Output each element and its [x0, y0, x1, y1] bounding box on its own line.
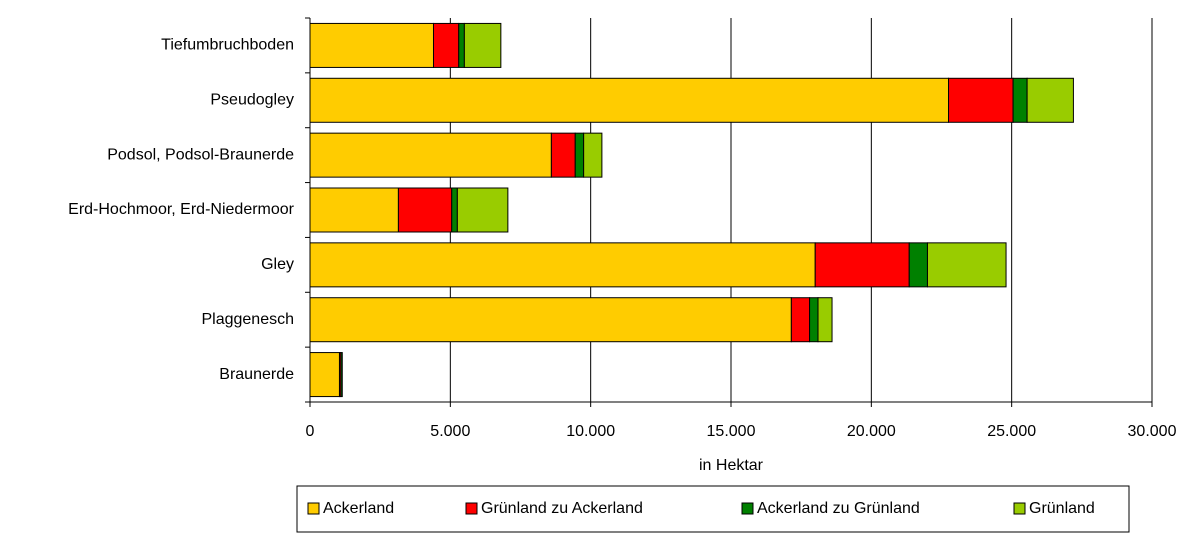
y-tick-label: Erd-Hochmoor, Erd-Niedermoor: [68, 201, 295, 218]
bar-segment: [790, 297, 811, 343]
bar-segment: [583, 132, 603, 178]
y-tick-label: Podsol, Podsol-Braunerde: [107, 146, 294, 163]
legend-label: Grünland zu Ackerland: [481, 500, 643, 517]
bar-segment: [1012, 77, 1028, 123]
x-tick-label: 10.000: [566, 423, 615, 440]
bar-segment: [1026, 77, 1074, 123]
bar-segment: [451, 187, 458, 233]
bar-segment: [397, 187, 453, 233]
legend-swatch: [1013, 502, 1026, 515]
legend-swatch: [307, 502, 320, 515]
bar-segment: [309, 77, 950, 123]
legend-label: Ackerland: [323, 500, 394, 517]
bar-segment: [574, 132, 585, 178]
bar-segment: [550, 132, 576, 178]
bar-segment: [309, 187, 399, 233]
x-tick-label: 30.000: [1128, 423, 1177, 440]
bar-segment: [458, 22, 465, 68]
y-tick-label: Pseudogley: [210, 92, 294, 109]
bar-segment: [809, 297, 819, 343]
legend-swatch: [465, 502, 478, 515]
x-tick-label: 0: [306, 423, 315, 440]
bar-segment: [432, 22, 460, 68]
y-tick-label: Plaggenesch: [201, 311, 294, 328]
x-tick-label: 25.000: [987, 423, 1036, 440]
legend-label: Ackerland zu Grünland: [757, 500, 920, 517]
x-tick-label: 5.000: [430, 423, 470, 440]
y-tick-label: Gley: [261, 256, 294, 273]
x-tick-label: 20.000: [847, 423, 896, 440]
y-tick-label: Tiefumbruchboden: [161, 37, 294, 54]
legend-swatch: [741, 502, 754, 515]
bar-segment: [309, 352, 340, 398]
bar-segment: [463, 22, 502, 68]
bar-segment: [948, 77, 1014, 123]
legend-label: Grünland: [1029, 500, 1095, 517]
bar-segment: [817, 297, 833, 343]
bar-segment: [908, 242, 928, 288]
bar-segment: [309, 297, 792, 343]
bar-segment: [340, 352, 343, 398]
bar-segment: [309, 132, 552, 178]
x-tick-label: 15.000: [707, 423, 756, 440]
y-tick-label: Braunerde: [219, 366, 294, 383]
bar-segment: [309, 242, 816, 288]
bar-segment: [814, 242, 910, 288]
bar-segment: [309, 22, 434, 68]
x-axis-label: in Hektar: [699, 457, 764, 474]
legend-box: [296, 485, 1130, 533]
bar-segment: [456, 187, 509, 233]
bar-segment: [926, 242, 1007, 288]
